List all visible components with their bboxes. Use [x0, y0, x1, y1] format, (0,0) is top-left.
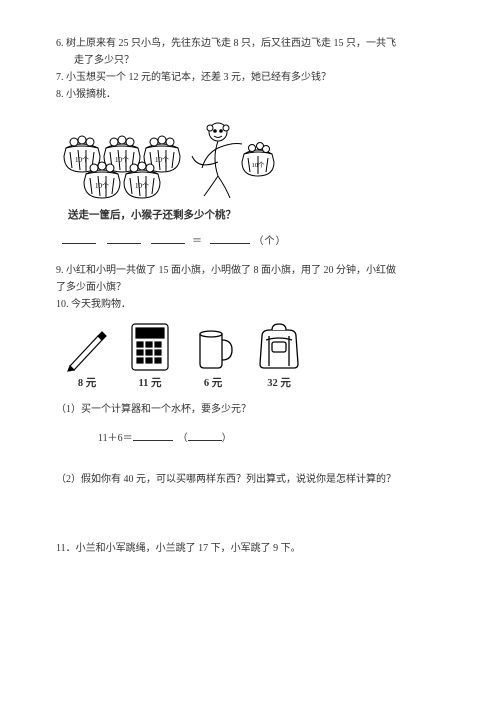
- cup-price: 6 元: [204, 376, 222, 392]
- pen-icon: [64, 328, 110, 372]
- question-7: 7. 小玉想买一个 12 元的笔记本，还差 3 元，她已经有多少钱？: [56, 70, 444, 85]
- question-6-line2: 走了多少只？: [56, 53, 444, 68]
- shopping-items: 8 元 11 元 6 元: [56, 322, 444, 392]
- unit-label: （个）: [254, 236, 287, 247]
- equation-blanks: ＝ （个）: [62, 234, 444, 249]
- question-10-1: （1）买一个计算器和一个水杯，要多少元？: [56, 402, 444, 417]
- equation-10-1: 11＋6＝ （）: [56, 431, 444, 446]
- svg-text:10个: 10个: [115, 156, 129, 164]
- figure-caption: 送走一筐后，小猴子还剩多少个桃？: [56, 208, 444, 224]
- item-bag: 32 元: [252, 322, 306, 392]
- question-11: 11．小兰和小军跳绳，小兰跳了 17 下，小军跳了 9 下。: [56, 541, 444, 556]
- calculator-icon: [126, 322, 174, 372]
- question-6: 6. 树上原来有 25 只小鸟，先往东边飞走 8 只，后又往西边飞走 15 只，…: [56, 36, 444, 51]
- svg-text:10个: 10个: [252, 161, 266, 169]
- question-10-2: （2）假如你有 40 元，可以买哪两样东西？列出算式，说说你是怎样计算的？: [56, 472, 444, 487]
- cup-icon: [190, 326, 236, 372]
- question-9: 9. 小红和小明一共做了 15 面小旗，小明做了 8 面小旗，用了 20 分钟，…: [56, 263, 444, 278]
- figure-baskets-monkey: 10个 10个 10个 10个 10个: [56, 110, 444, 202]
- svg-text:10个: 10个: [75, 156, 89, 164]
- calculator-price: 11 元: [138, 376, 161, 392]
- item-pen: 8 元: [64, 328, 110, 392]
- svg-text:10个: 10个: [135, 182, 149, 190]
- pen-price: 8 元: [78, 376, 96, 392]
- item-cup: 6 元: [190, 326, 236, 392]
- question-8: 8. 小猴摘桃．: [56, 87, 444, 102]
- item-calculator: 11 元: [126, 322, 174, 392]
- bag-price: 32 元: [267, 376, 291, 392]
- question-10: 10. 今天我购物．: [56, 297, 444, 312]
- svg-text:10个: 10个: [155, 156, 169, 164]
- question-9-line2: 了多少面小旗？: [56, 280, 444, 295]
- svg-text:10个: 10个: [95, 182, 109, 190]
- bag-icon: [252, 322, 306, 372]
